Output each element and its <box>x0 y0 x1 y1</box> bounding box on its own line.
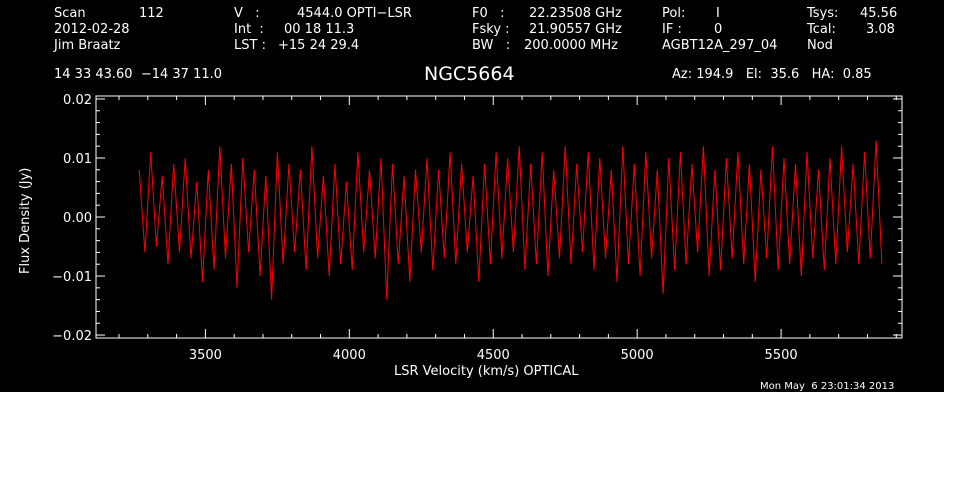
x-tick-label: 3500 <box>189 348 222 363</box>
y-axis-label: Flux Density (Jy) <box>18 167 33 274</box>
rest-frequency-label: F0 : <box>472 6 505 21</box>
x-tick-label: 4500 <box>477 348 510 363</box>
if-value: 0 <box>714 22 723 37</box>
lst-value: +15 24 29.4 <box>278 38 360 53</box>
spectrum-trace-0 <box>138 140 883 300</box>
polarization-value: I <box>716 6 720 21</box>
source-coordinates: 14 33 43.60 −14 37 11.0 <box>54 67 223 82</box>
source-name: NGC5664 <box>424 63 515 85</box>
y-tick-label: 0.01 <box>63 152 92 167</box>
pointing-info: Az: 194.9 El: 35.6 HA: 0.85 <box>672 67 872 82</box>
tcal-label: Tcal: <box>807 22 836 37</box>
sky-frequency-value: 21.90557 GHz <box>529 22 622 37</box>
x-tick-label: 5000 <box>621 348 654 363</box>
x-tick-label: 5500 <box>765 348 798 363</box>
velocity-label: V : <box>234 6 260 21</box>
tcal-value: 3.08 <box>866 22 895 37</box>
sky-frequency-label: Fsky : <box>472 22 510 37</box>
x-axis-label: LSR Velocity (km/s) OPTICAL <box>394 364 579 379</box>
y-tick-label: −0.01 <box>52 270 92 285</box>
observer-name: Jim Braatz <box>54 38 121 53</box>
y-tick-label: 0.02 <box>63 93 92 108</box>
obs-date: 2012-02-28 <box>54 22 130 37</box>
bandwidth-label: BW : <box>472 38 511 53</box>
scan-value: 112 <box>139 6 164 21</box>
lst-label: LST : <box>234 38 266 53</box>
integration-value: 00 18 11.3 <box>284 22 355 37</box>
integration-label: Int : <box>234 22 264 37</box>
tsys-value: 45.56 <box>860 6 898 21</box>
plot-timestamp: Mon May 6 23:01:34 2013 <box>760 381 895 392</box>
if-label: IF : <box>662 22 682 37</box>
observing-mode: Nod <box>807 38 833 53</box>
velocity-value: 4544.0 OPTI−LSR <box>297 6 412 21</box>
bandwidth-value: 200.0000 MHz <box>524 38 618 53</box>
rest-frequency-value: 22.23508 GHz <box>529 6 622 21</box>
x-tick-label: 4000 <box>333 348 366 363</box>
y-tick-label: 0.00 <box>63 211 92 226</box>
tsys-label: Tsys: <box>807 6 839 21</box>
polarization-label: Pol: <box>662 6 686 21</box>
project-id: AGBT12A_297_04 <box>662 38 778 53</box>
scan-label: Scan <box>54 6 86 21</box>
y-tick-label: −0.02 <box>52 329 92 344</box>
